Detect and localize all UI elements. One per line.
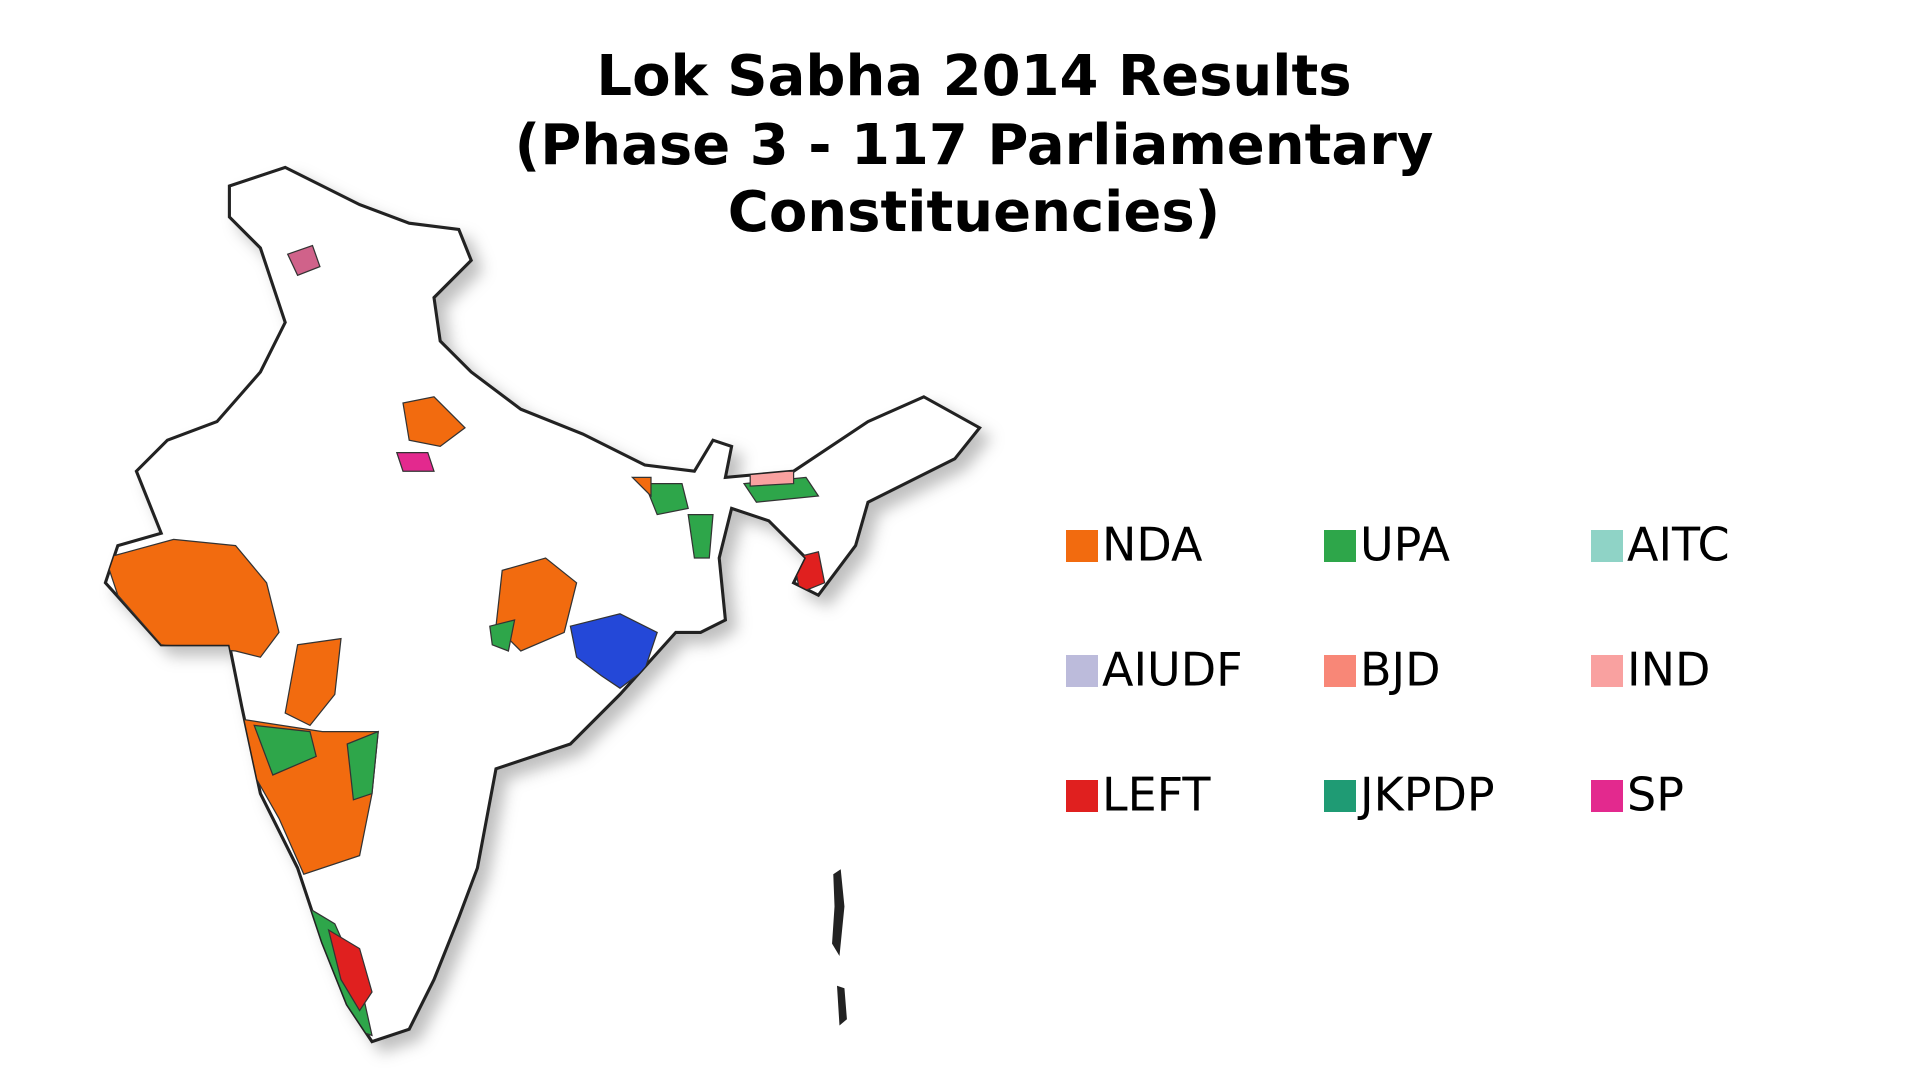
- legend-swatch: [1591, 780, 1623, 812]
- legend-entry: IND: [1591, 643, 1710, 697]
- legend-label: AITC: [1627, 518, 1730, 572]
- legend-swatch: [1066, 530, 1098, 562]
- legend-swatch: [1066, 780, 1098, 812]
- region: [395, 451, 435, 472]
- region: [643, 482, 689, 516]
- region: [286, 244, 321, 277]
- region: [630, 476, 652, 498]
- legend-label: BJD: [1360, 643, 1441, 697]
- legend-entry: LEFT: [1066, 768, 1211, 822]
- region: [687, 513, 714, 559]
- title-line: (Phase 3 - 117 Parliamentary: [515, 113, 1434, 178]
- legend: NDA UPA AITC AIUDF BJD IND LEFT JKPDP SP: [1066, 518, 1730, 822]
- region: [346, 730, 379, 801]
- legend-swatch: [1591, 655, 1623, 687]
- region: [569, 613, 658, 689]
- region: [489, 619, 516, 652]
- legend-entry: JKPDP: [1324, 768, 1495, 822]
- legend-entry: SP: [1591, 768, 1684, 822]
- title-line: Lok Sabha 2014 Results: [596, 44, 1351, 109]
- legend-entry: UPA: [1324, 518, 1450, 572]
- legend-entry: AIUDF: [1066, 643, 1243, 697]
- legend-label: AIUDF: [1102, 643, 1243, 697]
- constituency-regions: [105, 396, 826, 1037]
- legend-label: JKPDP: [1357, 768, 1495, 822]
- legend-label: UPA: [1360, 518, 1450, 572]
- legend-entry: BJD: [1324, 643, 1441, 697]
- islands: [832, 869, 847, 1026]
- legend-entry: AITC: [1591, 518, 1730, 572]
- legend-swatch: [1324, 780, 1356, 812]
- legend-swatch: [1066, 655, 1098, 687]
- legend-entry: NDA: [1066, 518, 1203, 572]
- legend-label: LEFT: [1102, 768, 1211, 822]
- region: [327, 928, 373, 1012]
- legend-label: SP: [1627, 768, 1684, 822]
- region: [253, 724, 317, 776]
- region: [105, 538, 280, 658]
- title: Lok Sabha 2014 Results (Phase 3 - 117 Pa…: [515, 44, 1434, 245]
- region: [284, 637, 342, 727]
- region: [402, 396, 466, 448]
- legend-swatch: [1324, 655, 1356, 687]
- legend-label: NDA: [1102, 518, 1203, 572]
- legend-swatch: [1324, 530, 1356, 562]
- india-map: [103, 165, 982, 1044]
- title-line: Constituencies): [728, 180, 1221, 245]
- legend-swatch: [1591, 530, 1623, 562]
- legend-label: IND: [1627, 643, 1710, 697]
